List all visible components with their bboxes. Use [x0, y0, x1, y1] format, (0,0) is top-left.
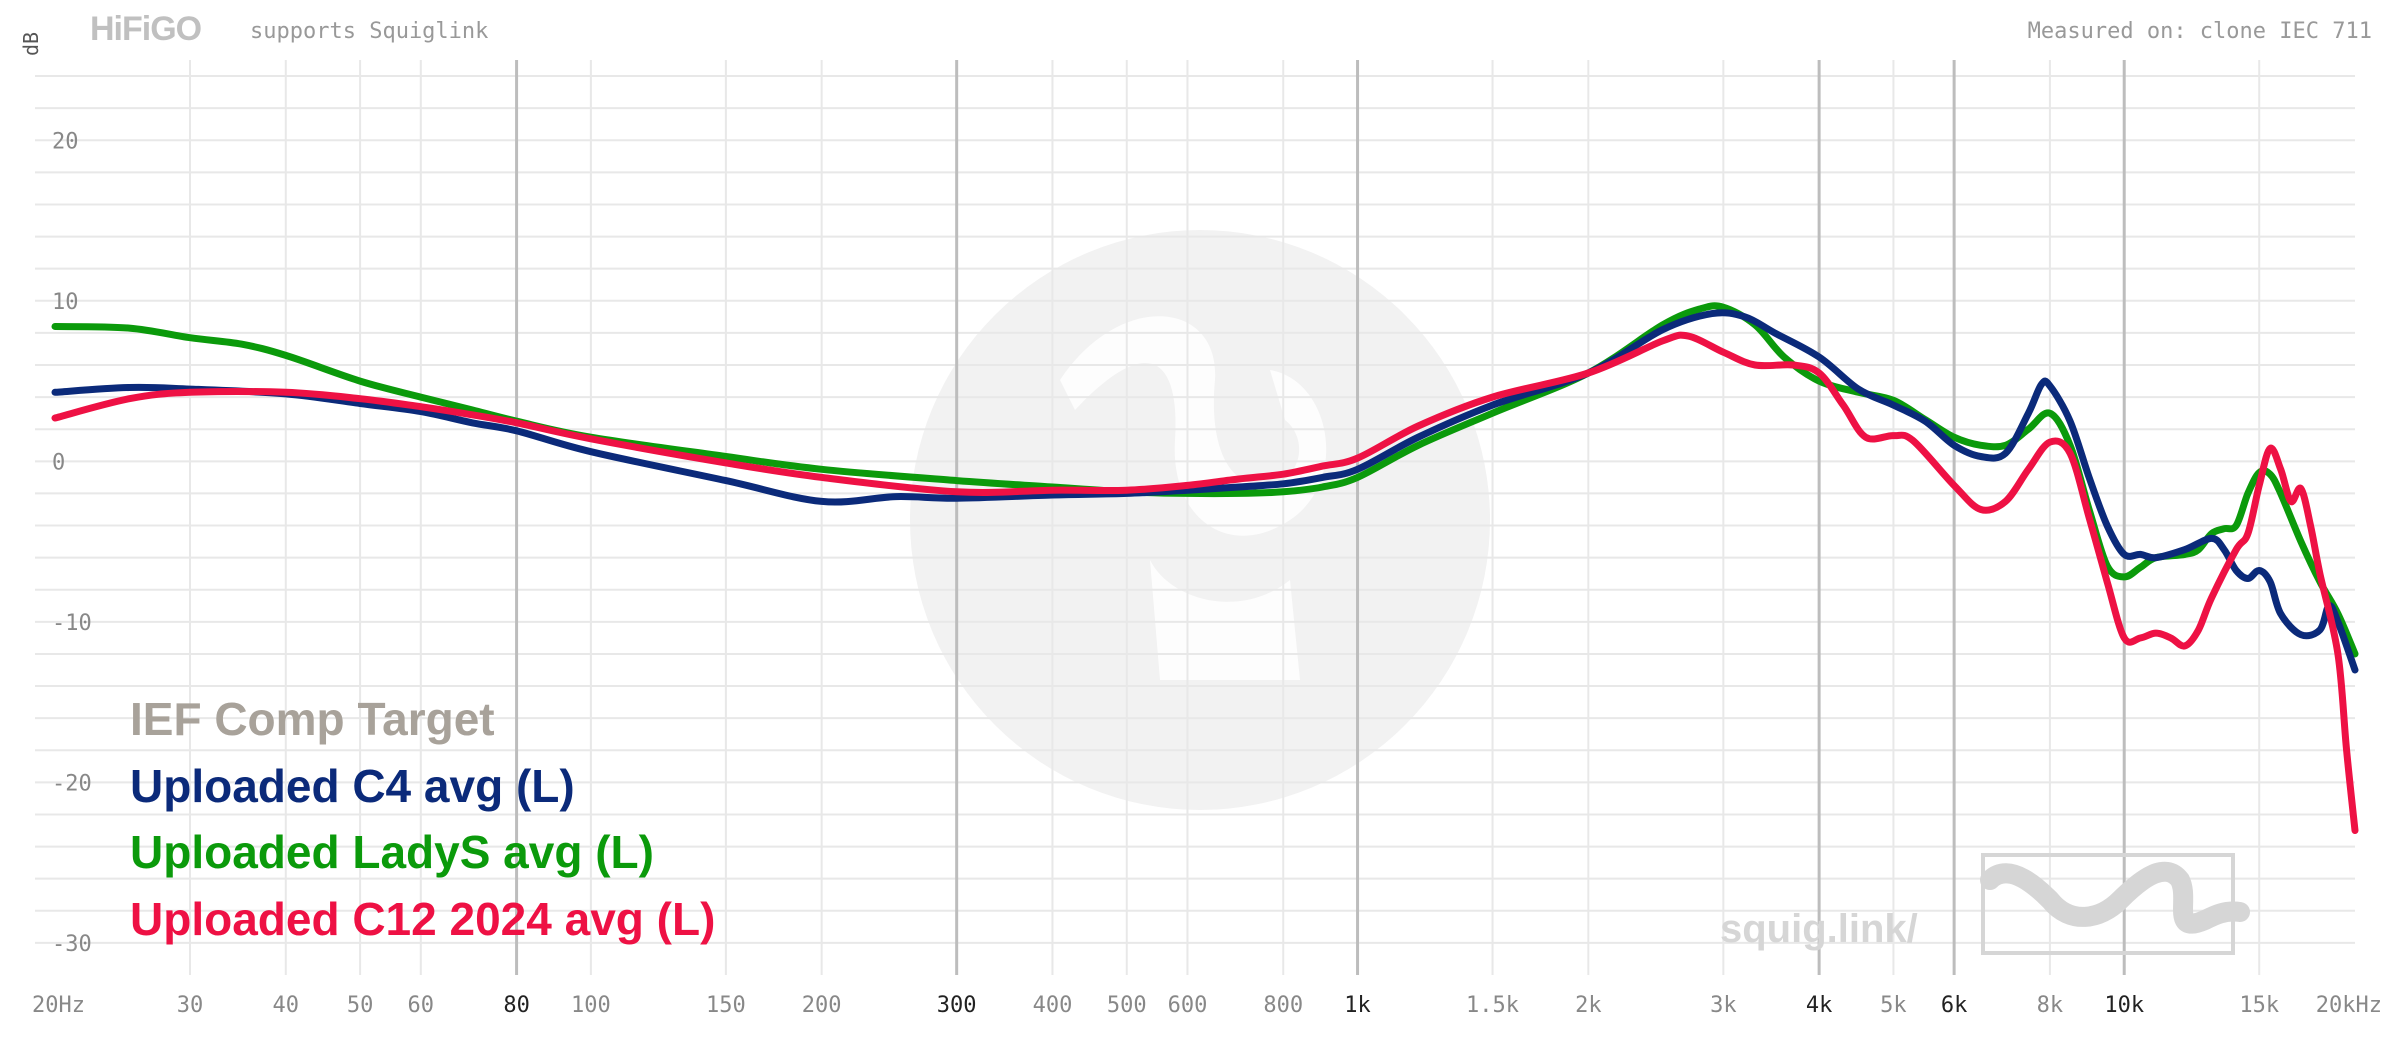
y-tick-label: -20 — [52, 771, 92, 796]
x-tick-label: 10k — [2104, 993, 2144, 1018]
x-tick-label: 80 — [503, 993, 530, 1018]
y-tick-label: -30 — [52, 932, 92, 957]
x-tick-label: 600 — [1168, 993, 1208, 1018]
supports-squiglink-text: supports Squiglink — [250, 19, 488, 44]
legend-item-ladys[interactable]: Uploaded LadyS avg (L) — [130, 826, 654, 878]
x-axis-ticks: 20Hz 30 40 50 60 80 100 150 200 300 400 500 600 800 1k… — [32, 993, 2382, 1018]
y-axis-label: dB — [19, 32, 43, 56]
x-tick-label: 4k — [1806, 993, 1833, 1018]
squiglink-wave-icon — [1980, 853, 2250, 955]
x-tick-label: 1k — [1344, 993, 1371, 1018]
measured-on-text: Measured on: clone IEC 711 — [2028, 19, 2372, 44]
x-tick-label: 300 — [937, 993, 977, 1018]
squiglink-watermark-icon — [910, 230, 1490, 810]
chart-grid — [35, 60, 2355, 975]
y-tick-label: 10 — [52, 290, 79, 315]
x-tick-label: 800 — [1263, 993, 1303, 1018]
hifigo-logo: HiFiGO — [90, 10, 202, 48]
x-tick-label: 30 — [177, 993, 204, 1018]
x-tick-label: 100 — [571, 993, 611, 1018]
legend-item-target[interactable]: IEF Comp Target — [130, 693, 495, 745]
x-tick-label: 1.5k — [1466, 993, 1519, 1018]
x-tick-label: 8k — [2037, 993, 2064, 1018]
legend: IEF Comp Target Uploaded C4 avg (L) Uplo… — [130, 693, 715, 945]
x-tick-label: 2k — [1575, 993, 1602, 1018]
y-axis-ticks: 20 10 0 -10 -20 -30 — [52, 129, 92, 957]
x-tick-label: 150 — [706, 993, 746, 1018]
series-lines — [51, 302, 2359, 834]
x-tick-label: 400 — [1033, 993, 1073, 1018]
x-tick-label: 5k — [1880, 993, 1907, 1018]
x-tick-label: 20Hz — [32, 993, 85, 1018]
legend-item-c12[interactable]: Uploaded C12 2024 avg (L) — [130, 893, 715, 945]
x-tick-label: 20kHz — [2316, 993, 2382, 1018]
x-tick-label: 15k — [2239, 993, 2279, 1018]
y-tick-label: 20 — [52, 129, 79, 154]
y-tick-label: 0 — [52, 450, 65, 475]
x-tick-label: 40 — [273, 993, 300, 1018]
squiglink-watermark-text: squig.link/ — [1720, 907, 1918, 951]
legend-item-c4[interactable]: Uploaded C4 avg (L) — [130, 760, 575, 812]
x-tick-label: 500 — [1107, 993, 1147, 1018]
x-tick-label: 60 — [408, 993, 435, 1018]
series-c12-line[interactable] — [51, 331, 2359, 834]
x-tick-label: 50 — [347, 993, 374, 1018]
x-tick-label: 3k — [1710, 993, 1737, 1018]
x-tick-label: 200 — [802, 993, 842, 1018]
x-tick-label: 6k — [1941, 993, 1968, 1018]
y-tick-label: -10 — [52, 611, 92, 636]
